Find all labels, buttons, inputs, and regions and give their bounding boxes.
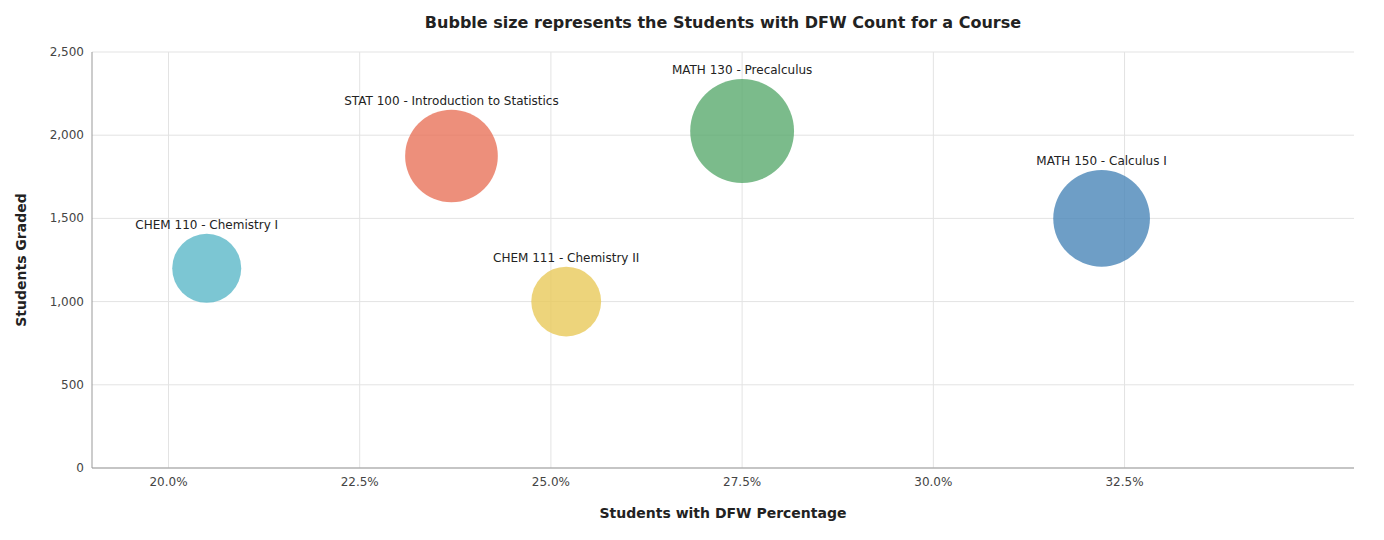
bubble-label: MATH 150 - Calculus I: [1036, 154, 1166, 168]
x-tick-label: 20.0%: [149, 475, 187, 489]
title: Bubble size represents the Students with…: [425, 13, 1021, 32]
grid-line-x: [359, 52, 360, 468]
x-tick-label: 32.5%: [1105, 475, 1143, 489]
x-tick-label: 22.5%: [341, 475, 379, 489]
y-axis-line: [92, 52, 93, 468]
bubble: [1053, 170, 1150, 267]
grid-line-y: [92, 384, 1354, 385]
y-tick-label: 2,500: [50, 45, 84, 59]
y-tick-label: 500: [61, 378, 84, 392]
y-tick-label: 2,000: [50, 128, 84, 142]
grid-line-y: [92, 301, 1354, 302]
y-tick-label: 0: [76, 461, 84, 475]
bubble-label: MATH 130 - Precalculus: [672, 63, 812, 77]
bubbles: [172, 79, 1150, 336]
grid-line-y: [92, 52, 1354, 53]
y-axis-label: Students Graded: [13, 193, 29, 327]
x-tick-label: 30.0%: [914, 475, 952, 489]
x-axis-line: [92, 468, 1354, 469]
y-tick-label: 1,000: [50, 295, 84, 309]
x-tick-label: 25.0%: [532, 475, 570, 489]
grid-line-x: [168, 52, 169, 468]
annotations: CHEM 110 - Chemistry I STAT 100 - Introdu…: [135, 63, 1166, 265]
bubble: [172, 234, 241, 303]
bubble: [690, 79, 794, 183]
x-axis-label: Students with DFW Percentage: [600, 505, 847, 521]
grid-line-y: [92, 218, 1354, 219]
grid-line-x: [933, 52, 934, 468]
grid-line-y: [92, 468, 1354, 469]
tick-labels: 20.0% 22.5% 25.0% 27.5% 30.0% 32.5% 0 500 1,000 1…: [50, 45, 1144, 489]
bubble: [531, 267, 601, 337]
bubble-label: CHEM 111 - Chemistry II: [493, 251, 639, 265]
bubble-label: CHEM 110 - Chemistry I: [135, 218, 278, 232]
bubble: [405, 110, 498, 203]
x-tick-label: 27.5%: [723, 475, 761, 489]
y-tick-label: 1,500: [50, 211, 84, 225]
grid: [92, 52, 1354, 468]
bubble-label: STAT 100 - Introduction to Statistics: [344, 94, 559, 108]
chart: 20.0% 22.5% 25.0% 27.5% 30.0% 32.5% 0 500 1,000 1…: [0, 0, 1384, 540]
